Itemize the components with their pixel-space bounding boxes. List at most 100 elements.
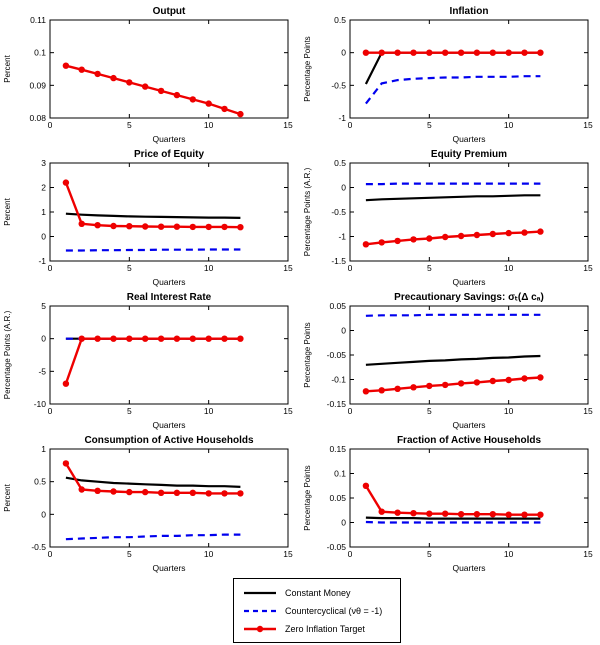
marker-zero_inflation [126,335,133,342]
series-constant_money [365,354,541,366]
chart-canvas: Output Percent Quarters 0 5 10 15 0.08 0.09 0.1 0.… [3,6,293,144]
marker-zero_inflation [457,49,465,56]
x-axis-label: Quarters [152,277,185,287]
x-tick-label: 15 [583,120,593,130]
x-axis-label: Quarters [452,277,485,287]
plot-box [49,448,289,548]
marker-zero_inflation [157,335,165,342]
chart-title: Precautionary Savings: σₜ(Δ cₐ) [394,292,544,303]
legend-label-countercyclical: Countercyclical (νθ = -1) [285,606,383,616]
chart-canvas: Inflation Percentage Points Quarters 0 5 10 15… [303,6,593,144]
marker-zero_inflation [110,335,117,342]
x-tick-label: 10 [504,263,514,273]
x-tick-label: 0 [348,120,353,130]
marker-zero_inflation [505,229,512,237]
marker-zero_inflation [94,335,101,342]
x-tick-label: 10 [204,263,214,273]
marker-zero_inflation [221,335,228,342]
series-countercyclical [365,313,541,317]
y-tick-label: -5 [38,366,46,376]
marker-zero_inflation [394,385,401,392]
series-countercyclical [365,182,541,186]
x-axis-label: Quarters [452,420,485,430]
x-axis-label: Quarters [452,563,485,573]
marker-zero_inflation [78,335,85,342]
x-tick-label: 5 [127,406,132,416]
marker-zero_inflation [378,49,385,56]
x-tick-label: 15 [583,406,593,416]
marker-zero_inflation [237,110,244,118]
chart-title: Output [153,6,186,17]
marker-zero_inflation [505,49,512,56]
plot-box [349,448,589,548]
legend: Constant Money Countercyclical (νθ = -1)… [233,578,401,643]
marker-zero_inflation [521,49,528,56]
x-tick-label: 0 [348,549,353,559]
marker-zero_inflation [110,222,117,230]
y-tick-label: 0.11 [30,15,46,25]
marker-zero_inflation [94,222,101,229]
y-tick-label: 0 [41,509,46,519]
y-axis-label: Percentage Points [303,322,312,387]
marker-zero_inflation [110,74,117,82]
chart-title: Price of Equity [134,149,204,160]
marker-zero_inflation [157,223,165,230]
marker-zero_inflation [173,489,181,496]
y-tick-label: 5 [41,301,46,311]
subplot-grid: Output Percent Quarters 0 5 10 15 0.08 0.09 0.1 0.… [0,2,600,574]
y-tick-label: 0.5 [34,477,46,487]
marker-zero_inflation [426,382,433,390]
marker-zero_inflation [505,376,512,384]
chart-title: Equity Premium [431,149,507,160]
y-tick-label: -10 [34,399,47,409]
marker-zero_inflation [362,388,370,395]
marker-zero_inflation [173,335,181,342]
x-tick-label: 0 [48,263,53,273]
marker-zero_inflation [189,489,196,496]
x-tick-label: 10 [504,549,514,559]
y-tick-label: -0.1 [331,375,346,385]
y-tick-label: 0 [41,334,46,344]
legend-line-zero-inflation-icon [244,625,276,633]
x-tick-label: 0 [348,263,353,273]
plot-box [49,162,289,262]
x-tick-label: 5 [427,263,432,273]
x-tick-label: 15 [283,406,293,416]
marker-zero_inflation [537,228,544,235]
x-tick-label: 15 [283,549,293,559]
marker-zero_inflation [442,233,449,241]
series-countercyclical [65,533,241,541]
marker-zero_inflation [537,374,544,381]
marker-zero_inflation [221,105,228,113]
marker-zero_inflation [537,511,544,518]
chart-canvas: Equity Premium Percentage Points (A.R.) Qu… [303,149,593,287]
marker-zero_inflation [489,230,496,238]
chart-canvas: Real Interest Rate Percentage Points (A.R… [3,292,293,430]
y-tick-label: -1 [38,256,46,266]
y-tick-label: -1 [338,113,346,123]
y-tick-label: 1 [41,207,46,217]
marker-zero_inflation [521,229,528,236]
y-tick-label: -0.5 [31,542,46,552]
x-tick-label: 15 [283,263,293,273]
marker-zero_inflation [442,510,449,517]
x-tick-label: 5 [127,120,132,130]
y-tick-label: 0.08 [29,113,46,123]
x-tick-label: 10 [504,120,514,130]
series-countercyclical [65,248,241,252]
marker-zero_inflation [362,49,370,56]
x-tick-label: 5 [427,406,432,416]
marker-zero_inflation [378,239,385,246]
subplot-fraction-active-households: Fraction of Active Households Percentage … [300,431,600,574]
subplot-consumption-active-households: Consumption of Active Households Percent Q… [0,431,300,574]
marker-zero_inflation [378,387,385,394]
marker-zero_inflation [473,379,481,386]
y-tick-label: -0.15 [327,399,347,409]
marker-zero_inflation [505,511,512,518]
legend-item-countercyclical: Countercyclical (νθ = -1) [242,602,392,620]
marker-zero_inflation [473,231,481,239]
marker-zero_inflation [62,179,70,186]
x-tick-label: 15 [583,549,593,559]
y-axis-label: Percentage Points (A.R.) [303,167,312,256]
